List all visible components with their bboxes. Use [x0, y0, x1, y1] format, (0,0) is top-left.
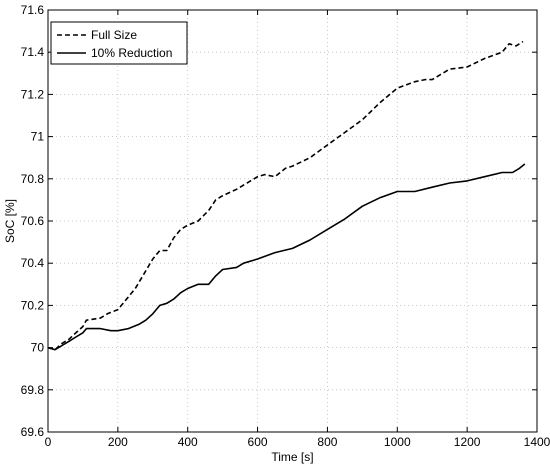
x-tick-label: 200: [108, 435, 128, 449]
x-tick-label: 600: [248, 435, 268, 449]
grid: [48, 10, 537, 432]
y-tick-label: 70: [31, 341, 45, 355]
legend-label-full-size: Full Size: [91, 28, 137, 42]
y-tick-label: 71: [31, 130, 45, 144]
y-tick-label: 69.8: [21, 383, 45, 397]
y-tick-label: 70.2: [21, 298, 45, 312]
y-tick-label: 71.6: [21, 3, 45, 17]
series-line-10-reduction: [47, 163, 526, 351]
x-tick-label: 800: [317, 435, 337, 449]
y-axis-label: SoC [%]: [3, 199, 17, 243]
y-tick-label: 71.2: [21, 87, 45, 101]
x-tick-label: 1000: [384, 435, 411, 449]
series-layer: [47, 40, 526, 351]
x-axis-label: Time [s]: [271, 450, 313, 464]
legend-label-10-reduction: 10% Reduction: [91, 46, 172, 60]
legend: Full Size 10% Reduction: [50, 21, 188, 65]
y-tick-label: 70.4: [21, 256, 45, 270]
y-tick-label: 70.8: [21, 172, 45, 186]
y-tick-label: 69.6: [21, 425, 45, 439]
x-tick-label: 1200: [454, 435, 481, 449]
x-tick-label: 0: [45, 435, 52, 449]
x-tick-label: 400: [178, 435, 198, 449]
y-tick-label: 71.4: [21, 45, 45, 59]
y-tick-label: 70.6: [21, 214, 45, 228]
legend-box: [50, 21, 188, 65]
ticks: 0 200 400 600 800 1000 1200 1400 69.6 69.8 70 70.2 7…: [21, 3, 550, 449]
x-tick-label: 1400: [524, 435, 550, 449]
series-line-full-size: [47, 40, 524, 351]
